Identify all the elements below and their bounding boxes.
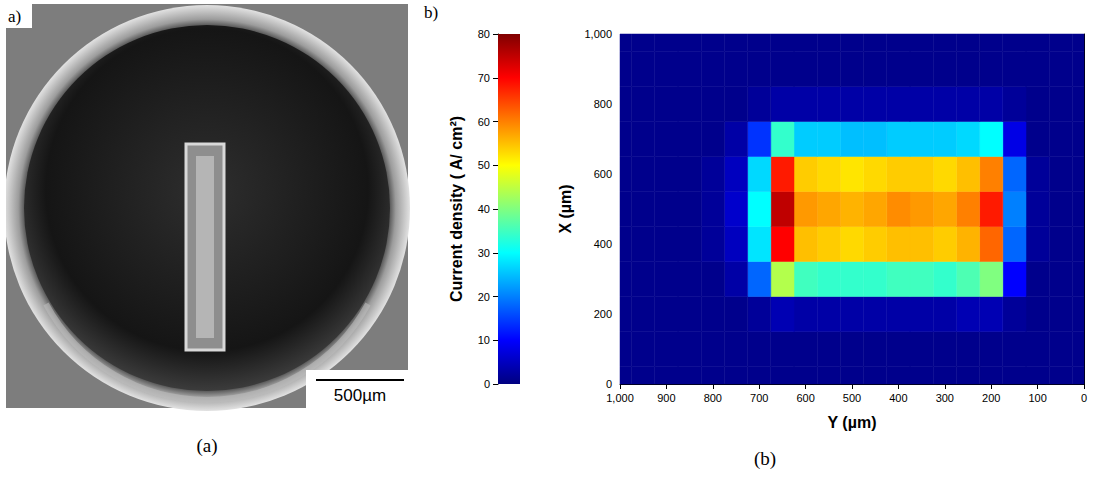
svg-text:500: 500 [843,392,861,404]
svg-text:400: 400 [594,238,612,250]
svg-text:0: 0 [1081,392,1087,404]
svg-text:800: 800 [594,98,612,110]
svg-text:100: 100 [1028,392,1046,404]
svg-text:600: 600 [594,168,612,180]
svg-text:200: 200 [982,392,1000,404]
svg-text:Current density ( A/ cm²): Current density ( A/ cm²) [448,116,465,302]
svg-text:(b): (b) [754,448,776,470]
svg-text:900: 900 [657,392,675,404]
svg-text:500µm: 500µm [334,386,386,405]
svg-text:400: 400 [889,392,907,404]
svg-text:X (µm): X (µm) [557,184,574,233]
svg-text:1,000: 1,000 [606,392,634,404]
svg-text:40: 40 [478,203,490,215]
svg-text:0: 0 [484,378,490,390]
svg-text:300: 300 [936,392,954,404]
svg-text:a): a) [8,7,21,26]
svg-text:0: 0 [606,378,612,390]
svg-text:10: 10 [478,334,490,346]
svg-text:800: 800 [704,392,722,404]
svg-text:60: 60 [478,116,490,128]
svg-text:20: 20 [478,291,490,303]
svg-text:(a): (a) [196,435,217,457]
svg-text:Y (µm): Y (µm) [828,414,877,431]
svg-text:600: 600 [796,392,814,404]
svg-text:50: 50 [478,159,490,171]
svg-text:30: 30 [478,247,490,259]
svg-text:700: 700 [750,392,768,404]
svg-text:b): b) [424,3,438,22]
svg-text:70: 70 [478,72,490,84]
svg-text:200: 200 [594,308,612,320]
svg-text:1,000: 1,000 [584,28,612,40]
svg-text:80: 80 [478,28,490,40]
